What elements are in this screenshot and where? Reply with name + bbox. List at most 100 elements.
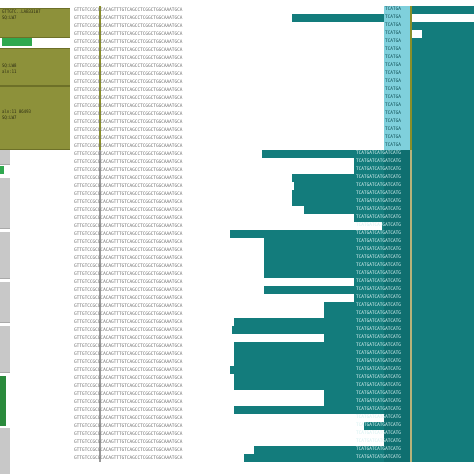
column-marker [99,14,101,22]
alignment-row[interactable]: TCATGATCATGATCATG GTTGTCCGCGCACAGTTTGTCAG… [74,206,474,214]
alignment-row[interactable]: TCATGATCATGATCATG GTTGTCCGCGCACAGTTTGTCAG… [74,262,474,270]
alignment-row[interactable]: TCATGATCATGATCATG GTTGTCCGCGCACAGTTTGTCAG… [74,254,474,262]
alignment-row[interactable]: TCATGA GTTGTCCGCGCACAGTTTGTCAGCCTCGGCTGGC… [74,78,474,86]
alignment-row[interactable]: TCATGATCATGATCATG GTTGTCCGCGCACAGTTTGTCAG… [74,454,474,462]
alignment-row[interactable]: TCATGA GTTGTCCGCGCACAGTTTGTCAGCCTCGGCTGGC… [74,102,474,110]
aligned-segment-bar [394,414,474,422]
collapsed-group[interactable] [0,282,10,323]
alignment-row[interactable]: TCATGATCATGATCATG GTTGTCCGCGCACAGTTTGTCAG… [74,422,474,430]
alignment-row[interactable]: TCATGATCATGATCATG GTTGTCCGCGCACAGTTTGTCAG… [74,414,474,422]
alignment-row[interactable]: TCATGA GTTGTCCGCGCACAGTTTGTCAGCCTCGGCTGGC… [74,46,474,54]
alignment-row[interactable]: TCATGATCATGATCATG GTTGTCCGCGCACAGTTTGTCAG… [74,286,474,294]
alignment-row[interactable]: TCATGATCATGATCATG GTTGTCCGCGCACAGTTTGTCAG… [74,326,474,334]
sequence-group-header[interactable]: GTTGTC..LAB33107 SQ:LW7 [0,8,70,38]
highlighted-block [384,190,412,198]
alignment-row[interactable]: TCATGA GTTGTCCGCGCACAGTTTGTCAGCCTCGGCTGGC… [74,142,474,150]
alignment-row[interactable]: TCATGATCATGATCATG GTTGTCCGCGCACAGTTTGTCAG… [74,406,474,414]
column-marker [99,94,101,102]
alignment-row[interactable]: TCATGA GTTGTCCGCGCACAGTTTGTCAGCCTCGGCTGGC… [74,54,474,62]
column-marker [99,246,101,254]
alignment-row[interactable]: TCATGA GTTGTCCGCGCACAGTTTGTCAGCCTCGGCTGGC… [74,134,474,142]
highlighted-block [384,390,412,398]
alignment-row[interactable]: TCATGATCATGATCATG GTTGTCCGCGCACAGTTTGTCAG… [74,270,474,278]
sequence-text: GTTGTCCGCGCACAGTTTGTCAGCCTCGGCTGGCAAATGC… [74,328,183,333]
alignment-row[interactable]: TCATGATCATGATCATG GTTGTCCGCGCACAGTTTGTCAG… [74,222,474,230]
aligned-segment-bar [412,126,474,134]
highlighted-block [384,262,412,270]
position-marker [410,142,412,150]
motif-text: TCATGATCATGATCATG [356,151,401,156]
highlighted-block [384,278,412,286]
alignment-row[interactable]: TCATGATCATGATCATG GTTGTCCGCGCACAGTTTGTCAG… [74,198,474,206]
motif-text: TCATGATCATGATCATG [356,311,401,316]
alignment-row[interactable]: TCATGATCATGATCATG GTTGTCCGCGCACAGTTTGTCAG… [74,342,474,350]
collapsed-group[interactable] [0,232,10,279]
alignment-row[interactable]: TCATGATCATGATCATG GTTGTCCGCGCACAGTTTGTCAG… [74,430,474,438]
alignment-row[interactable]: TCATGA GTTGTCCGCGCACAGTTTGTCAGCCTCGGCTGGC… [74,38,474,46]
column-marker [99,174,101,182]
alignment-row[interactable]: TCATGA GTTGTCCGCGCACAGTTTGTCAGCCTCGGCTGGC… [74,110,474,118]
selected-sequence-tag[interactable] [2,38,32,46]
alignment-panel[interactable]: TCATGA GTTGTCCGCGCACAGTTTGTCAGCCTCGGCTGGC… [74,0,474,474]
alignment-row[interactable]: TCATGATCATGATCATG GTTGTCCGCGCACAGTTTGTCAG… [74,382,474,390]
highlighted-block [384,150,412,158]
sequence-group[interactable]: aln:11 86493 SQ:LW7 [0,86,70,150]
alignment-row[interactable]: TCATGATCATGATCATG GTTGTCCGCGCACAGTTTGTCAG… [74,182,474,190]
alignment-row[interactable]: TCATGATCATGATCATG GTTGTCCGCGCACAGTTTGTCAG… [74,318,474,326]
alignment-row[interactable]: TCATGA GTTGTCCGCGCACAGTTTGTCAGCCTCGGCTGGC… [74,30,474,38]
alignment-row[interactable]: TCATGATCATGATCATG GTTGTCCGCGCACAGTTTGTCAG… [74,366,474,374]
alignment-row[interactable]: TCATGATCATGATCATG GTTGTCCGCGCACAGTTTGTCAG… [74,302,474,310]
alignment-row[interactable]: TCATGA GTTGTCCGCGCACAGTTTGTCAGCCTCGGCTGGC… [74,70,474,78]
sequence-group[interactable]: SQ:LW8 aln:11 [0,48,70,86]
motif-text: TCATGA [385,135,401,140]
alignment-row[interactable]: TCATGATCATGATCATG GTTGTCCGCGCACAGTTTGTCAG… [74,310,474,318]
alignment-row[interactable]: TCATGATCATGATCATG GTTGTCCGCGCACAGTTTGTCAG… [74,350,474,358]
alignment-row[interactable]: TCATGATCATGATCATG GTTGTCCGCGCACAGTTTGTCAG… [74,446,474,454]
collapsed-group[interactable] [0,178,10,229]
alignment-row[interactable]: TCATGA GTTGTCCGCGCACAGTTTGTCAGCCTCGGCTGGC… [74,62,474,70]
sequence-text: GTTGTCCGCGCACAGTTTGTCAGCCTCGGCTGGCAAATGC… [74,144,183,149]
collapsed-group[interactable] [0,428,10,474]
sequence-text: GTTGTCCGCGCACAGTTTGTCAGCCTCGGCTGGCAAATGC… [74,104,183,109]
alignment-row[interactable]: TCATGATCATGATCATG GTTGTCCGCGCACAGTTTGTCAG… [74,190,474,198]
collapsed-group[interactable] [0,326,10,373]
aligned-segment-bar [232,326,474,334]
alignment-row[interactable]: TCATGATCATGATCATG GTTGTCCGCGCACAGTTTGTCAG… [74,278,474,286]
alignment-row[interactable]: TCATGATCATGATCATG GTTGTCCGCGCACAGTTTGTCAG… [74,150,474,158]
alignment-row[interactable]: TCATGATCATGATCATG GTTGTCCGCGCACAGTTTGTCAG… [74,174,474,182]
alignment-row[interactable]: TCATGATCATGATCATG GTTGTCCGCGCACAGTTTGTCAG… [74,390,474,398]
alignment-row[interactable]: TCATGATCATGATCATG GTTGTCCGCGCACAGTTTGTCAG… [74,166,474,174]
column-marker [99,78,101,86]
alignment-row[interactable]: TCATGATCATGATCATG GTTGTCCGCGCACAGTTTGTCAG… [74,214,474,222]
alignment-row[interactable]: TCATGATCATGATCATG GTTGTCCGCGCACAGTTTGTCAG… [74,238,474,246]
alignment-row[interactable]: TCATGA GTTGTCCGCGCACAGTTTGTCAGCCTCGGCTGGC… [74,22,474,30]
alignment-row[interactable]: TCATGATCATGATCATG GTTGTCCGCGCACAGTTTGTCAG… [74,334,474,342]
motif-text: TCATGA [385,15,401,20]
alignment-row[interactable]: TCATGA GTTGTCCGCGCACAGTTTGTCAGCCTCGGCTGGC… [74,118,474,126]
highlighted-block [384,406,412,414]
alignment-row[interactable]: TCATGA GTTGTCCGCGCACAGTTTGTCAGCCTCGGCTGGC… [74,86,474,94]
alignment-row[interactable]: TCATGA GTTGTCCGCGCACAGTTTGTCAGCCTCGGCTGGC… [74,94,474,102]
highlighted-block [384,206,412,214]
alignment-row[interactable]: TCATGA GTTGTCCGCGCACAGTTTGTCAGCCTCGGCTGGC… [74,14,474,22]
alignment-row[interactable]: TCATGATCATGATCATG GTTGTCCGCGCACAGTTTGTCAG… [74,230,474,238]
alignment-row[interactable]: TCATGATCATGATCATG GTTGTCCGCGCACAGTTTGTCAG… [74,438,474,446]
column-marker [99,374,101,382]
column-marker [99,102,101,110]
aligned-segment-bar [262,150,474,158]
position-marker [410,150,412,158]
position-marker [410,238,412,246]
alignment-row[interactable]: TCATGATCATGATCATG GTTGTCCGCGCACAGTTTGTCAG… [74,294,474,302]
aligned-segment-bar [234,350,474,358]
collapsed-group[interactable] [0,150,10,165]
alignment-row[interactable]: TCATGATCATGATCATG GTTGTCCGCGCACAGTTTGTCAG… [74,374,474,382]
alignment-row[interactable]: TCATGA GTTGTCCGCGCACAGTTTGTCAGCCTCGGCTGGC… [74,126,474,134]
alignment-row[interactable]: TCATGATCATGATCATG GTTGTCCGCGCACAGTTTGTCAG… [74,158,474,166]
alignment-row[interactable]: TCATGATCATGATCATG GTTGTCCGCGCACAGTTTGTCAG… [74,398,474,406]
highlighted-column [384,110,410,118]
alignment-row[interactable]: TCATGATCATGATCATG GTTGTCCGCGCACAGTTTGTCAG… [74,246,474,254]
alignment-row[interactable]: TCATGATCATGATCATG GTTGTCCGCGCACAGTTTGTCAG… [74,358,474,366]
group-label: SQ:LW8 [2,63,17,68]
alignment-row[interactable]: TCATGA GTTGTCCGCGCACAGTTTGTCAGCCTCGGCTGGC… [74,6,474,14]
aligned-segment-bar [354,294,474,302]
